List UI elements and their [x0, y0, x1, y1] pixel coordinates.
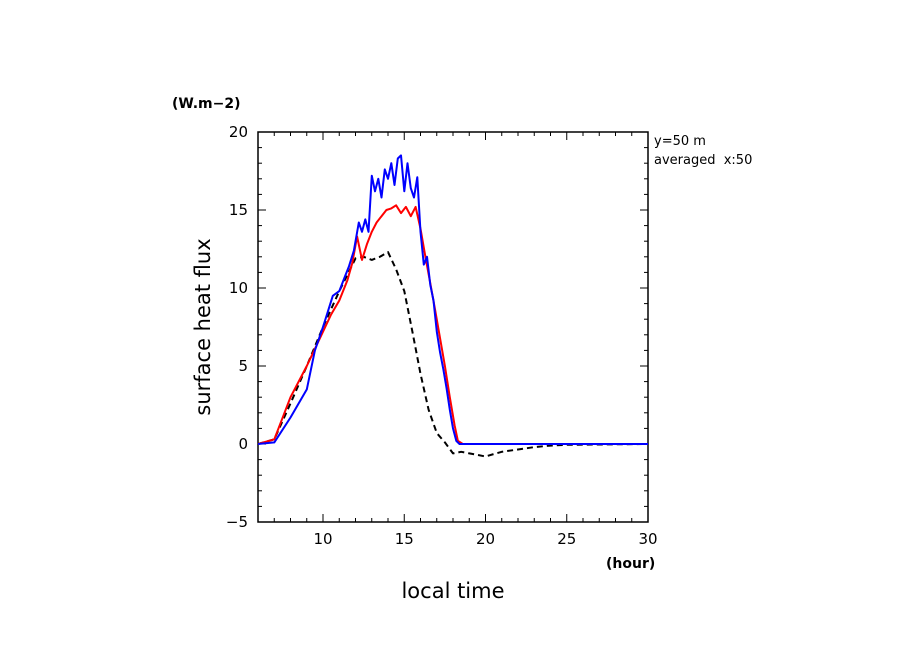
series-line-0	[257, 251, 649, 458]
series-layer	[257, 154, 649, 458]
annotation-location: y=50 m	[654, 134, 706, 149]
x-tick-label: 30	[638, 530, 657, 548]
y-unit-label: (W.m−2)	[172, 96, 240, 112]
y-tick-label: 15	[229, 201, 248, 219]
plot-frame	[257, 131, 649, 523]
y-axis-title: surface heat flux	[191, 238, 215, 415]
axis-ticks	[257, 131, 649, 523]
annotation-averaging: averaged x:50	[654, 153, 752, 168]
y-tick-label: 0	[238, 435, 248, 453]
tick-labels: 10 15 20 25 30 −5 0 5 10 15 20	[226, 123, 658, 548]
y-tick-label: 5	[238, 357, 248, 375]
x-tick-label: 15	[395, 530, 414, 548]
y-tick-label: 10	[229, 279, 248, 297]
series-line-1	[257, 204, 648, 445]
x-tick-label: 25	[557, 530, 576, 548]
x-unit-label: (hour)	[606, 556, 655, 572]
x-axis-title: local time	[401, 579, 504, 603]
x-tick-label: 20	[476, 530, 495, 548]
y-tick-label: 20	[229, 123, 248, 141]
series-line-2	[257, 154, 648, 445]
x-tick-label: 10	[313, 530, 332, 548]
y-tick-label: −5	[226, 513, 248, 531]
